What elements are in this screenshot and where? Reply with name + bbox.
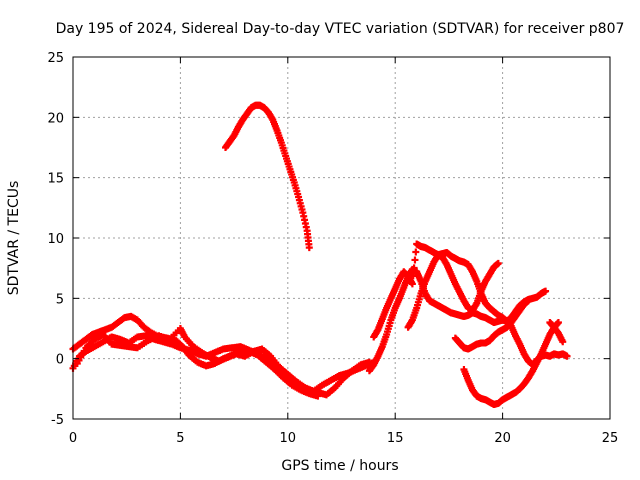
series-layer (69, 101, 571, 409)
tick-layer: 0 5 10 15 20 25 -5 0 5 10 15 20 25 (47, 51, 618, 446)
y-tick-label: 25 (47, 51, 64, 66)
data-point (494, 259, 502, 267)
series-track-j (546, 318, 567, 346)
data-point-trail (412, 248, 420, 256)
series-track-c (73, 325, 378, 395)
x-tick-label: 10 (280, 431, 297, 446)
data-point (524, 297, 532, 305)
y-tick-label: 0 (56, 353, 64, 368)
y-tick-label: 5 (56, 292, 64, 307)
series-track-i (451, 297, 532, 353)
y-axis-label: SDTVAR / TECUs (6, 181, 22, 296)
x-tick-label: 0 (69, 431, 77, 446)
data-point (554, 318, 562, 326)
data-point (559, 338, 567, 346)
x-tick-label: 15 (387, 431, 404, 446)
data-point (408, 280, 416, 288)
data-point-trail (409, 272, 417, 280)
data-point-trail (410, 264, 418, 272)
chart-title: Day 195 of 2024, Sidereal Day-to-day VTE… (56, 21, 625, 37)
x-tick-label: 20 (494, 431, 511, 446)
x-tick-label: 25 (602, 431, 619, 446)
y-tick-label: -5 (51, 413, 64, 428)
series-track-g (404, 251, 502, 331)
x-axis-label: GPS time / hours (281, 458, 398, 474)
grid-layer (73, 57, 610, 419)
data-point (305, 244, 313, 252)
series-track-f (370, 240, 550, 341)
y-tick-label: 10 (47, 232, 64, 247)
data-point (542, 287, 550, 295)
y-tick-label: 20 (47, 111, 64, 126)
x-tick-label: 5 (176, 431, 184, 446)
data-point (563, 352, 571, 360)
y-tick-label: 15 (47, 172, 64, 187)
series-track-d (222, 101, 313, 252)
data-point-trail (411, 256, 419, 264)
